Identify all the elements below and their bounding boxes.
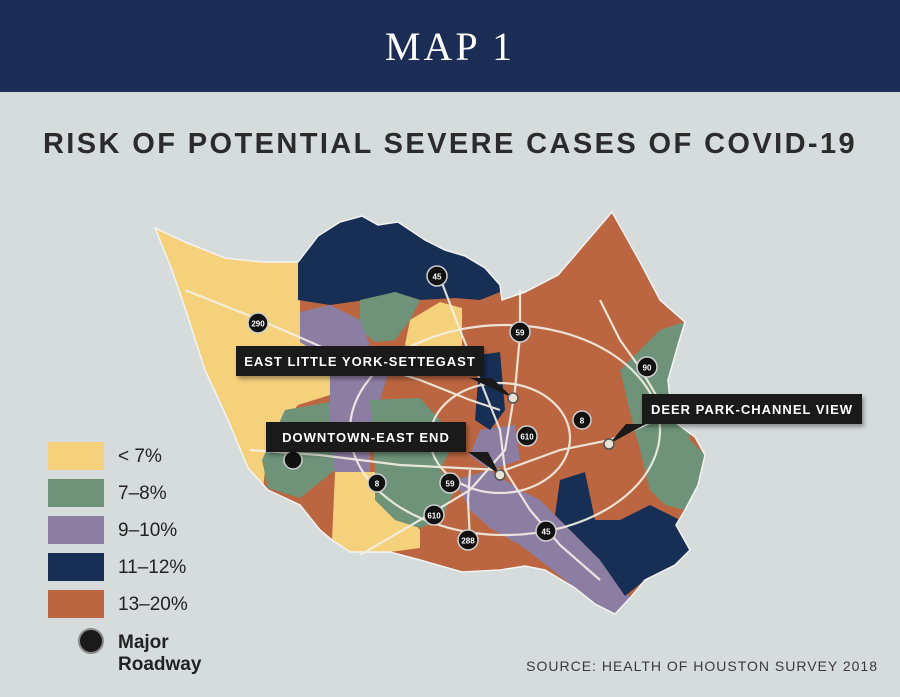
- legend-item-lt7: < 7%: [48, 442, 298, 472]
- roadway-marker-59-south: [439, 472, 461, 494]
- legend-item-13-20: 13–20%: [48, 590, 298, 620]
- callout-deer-park-channel-view: DEER PARK-CHANNEL VIEW: [642, 394, 862, 424]
- roadway-label-59-south: 59: [446, 480, 455, 489]
- roadway-label-610-south: 610: [427, 512, 441, 521]
- roadway-label-45: 45: [433, 273, 442, 282]
- legend-swatch-lt7: [48, 442, 104, 470]
- region-north-central-7-8: [360, 292, 420, 342]
- legend-label-11-12: 11–12%: [118, 557, 187, 578]
- roadway-marker-59-north: [509, 321, 531, 343]
- roadway-marker-288: [457, 529, 479, 551]
- roadway-label-290: 290: [251, 320, 265, 329]
- map-title: MAP 1: [384, 23, 516, 69]
- roadway-marker-45-south: [535, 520, 557, 542]
- roadway-marker-45: [426, 265, 448, 287]
- callout-east-little-york-settegast: EAST LITTLE YORK-SETTEGAST: [236, 346, 484, 376]
- roadway-marker-610-north: [516, 425, 538, 447]
- roadway-label-8-west: 8: [375, 480, 380, 489]
- road-10-east: [504, 408, 681, 472]
- roadway-marker-90: [636, 356, 658, 378]
- roadway-label-610-north: 610: [520, 433, 534, 442]
- roadway-marker-290: [247, 312, 269, 334]
- roadway-marker-610-south: [423, 504, 445, 526]
- roadway-marker-8-west: [367, 473, 387, 493]
- roadway-label-45-south: 45: [542, 528, 551, 537]
- legend-label-7-8: 7–8%: [118, 483, 167, 504]
- pointer-deer-park: [609, 424, 646, 444]
- county-boundary: [153, 210, 706, 615]
- region-southeast-11-12: [555, 472, 700, 596]
- location-dot-east-little-york: [507, 392, 519, 404]
- roadway-marker-8-east: [572, 410, 592, 430]
- header-banner: MAP 1: [0, 0, 900, 92]
- source-note: SOURCE: HEALTH OF HOUSTON SURVEY 2018: [526, 658, 878, 674]
- legend-roadway-label: Major Roadway: [118, 632, 202, 675]
- roadway-label-59-north: 59: [516, 329, 525, 338]
- map-subtitle: RISK OF POTENTIAL SEVERE CASES OF COVID-…: [42, 128, 858, 160]
- legend-swatch-9-10: [48, 516, 104, 544]
- roadway-label-288: 288: [461, 537, 475, 546]
- pointer-east-little-york: [470, 378, 513, 398]
- legend-swatch-7-8: [48, 479, 104, 507]
- roadway-label-90: 90: [643, 364, 652, 373]
- legend-swatch-11-12: [48, 553, 104, 581]
- legend-swatch-13-20: [48, 590, 104, 618]
- road-90: [599, 299, 666, 411]
- location-dot-deer-park: [603, 438, 615, 450]
- roadway-label-8-east: 8: [580, 417, 585, 426]
- roadway-markers: 45 290 59 90 8 610 59 8 610 288 45: [247, 265, 658, 551]
- legend-item-9-10: 9–10%: [48, 516, 298, 546]
- legend-roadway-icon: [78, 628, 104, 654]
- callout-downtown-east-end: DOWNTOWN-EAST END: [266, 422, 466, 452]
- road-288: [466, 469, 472, 541]
- region-south-central-9-10: [455, 470, 630, 614]
- legend-item-11-12: 11–12%: [48, 553, 298, 583]
- legend-label-9-10: 9–10%: [118, 520, 178, 541]
- legend-label-lt7: < 7%: [118, 446, 162, 467]
- legend-item-7-8: 7–8%: [48, 479, 298, 509]
- legend-label-13-20: 13–20%: [118, 594, 188, 615]
- location-dot-downtown: [494, 469, 506, 481]
- pointer-downtown: [468, 452, 500, 475]
- road-10-west: [249, 448, 501, 472]
- region-north-11-12: [298, 212, 505, 305]
- callout-pointers: [468, 378, 646, 481]
